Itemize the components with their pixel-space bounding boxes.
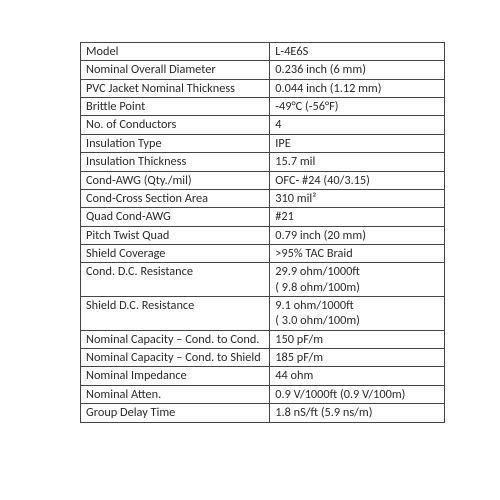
- spec-value: L-4E6S: [270, 43, 445, 61]
- spec-value: 310 mil²: [270, 189, 445, 207]
- spec-label: Brittle Point: [81, 98, 270, 116]
- table-row: Group Delay Time1.8 nS/ft (5.9 ns/m): [81, 404, 445, 422]
- spec-label: PVC Jacket Nominal Thickness: [81, 79, 270, 97]
- spec-label: No. of Conductors: [81, 116, 270, 134]
- spec-value: 44 ohm: [270, 367, 445, 385]
- spec-table-body: ModelL-4E6SNominal Overall Diameter0.236…: [81, 43, 445, 423]
- spec-label: Cond-AWG (Qty./mil): [81, 171, 270, 189]
- spec-value: 0.236 inch (6 mm): [270, 61, 445, 79]
- spec-label: Cond. D.C. Resistance: [81, 263, 270, 297]
- spec-value: 0.044 inch (1.12 mm): [270, 79, 445, 97]
- table-row: Nominal Overall Diameter0.236 inch (6 mm…: [81, 61, 445, 79]
- spec-label: Pitch Twist Quad: [81, 226, 270, 244]
- table-row: Cond. D.C. Resistance29.9 ohm/1000ft( 9.…: [81, 263, 445, 297]
- table-row: Nominal Impedance44 ohm: [81, 367, 445, 385]
- spec-value: 15.7 mil: [270, 153, 445, 171]
- table-row: No. of Conductors4: [81, 116, 445, 134]
- spec-value: IPE: [270, 134, 445, 152]
- spec-label: Quad Cond-AWG: [81, 208, 270, 226]
- spec-value: 0.79 inch (20 mm): [270, 226, 445, 244]
- spec-value: 0.9 V/1000ft (0.9 V/100m): [270, 385, 445, 403]
- table-row: Brittle Point-49°C (-56°F): [81, 98, 445, 116]
- table-row: Insulation TypeIPE: [81, 134, 445, 152]
- spec-label: Nominal Impedance: [81, 367, 270, 385]
- spec-label: Group Delay Time: [81, 404, 270, 422]
- spec-value: 9.1 ohm/1000ft( 3.0 ohm/100m): [270, 297, 445, 331]
- spec-value: #21: [270, 208, 445, 226]
- table-row: Cond-AWG (Qty./mil)OFC- #24 (40/3.15): [81, 171, 445, 189]
- table-row: Quad Cond-AWG#21: [81, 208, 445, 226]
- spec-label: Insulation Type: [81, 134, 270, 152]
- table-row: PVC Jacket Nominal Thickness0.044 inch (…: [81, 79, 445, 97]
- spec-label: Nominal Capacity – Cond. to Cond.: [81, 330, 270, 348]
- spec-label: Nominal Overall Diameter: [81, 61, 270, 79]
- spec-value: 185 pF/m: [270, 349, 445, 367]
- table-row: Insulation Thickness15.7 mil: [81, 153, 445, 171]
- spec-label: Shield D.C. Resistance: [81, 297, 270, 331]
- spec-value: 150 pF/m: [270, 330, 445, 348]
- spec-label: Shield Coverage: [81, 244, 270, 262]
- table-row: Shield Coverage>95% TAC Braid: [81, 244, 445, 262]
- spec-value: 29.9 ohm/1000ft( 9.8 ohm/100m): [270, 263, 445, 297]
- table-row: Nominal Capacity – Cond. to Shield185 pF…: [81, 349, 445, 367]
- spec-label: Nominal Capacity – Cond. to Shield: [81, 349, 270, 367]
- table-row: Nominal Capacity – Cond. to Cond.150 pF/…: [81, 330, 445, 348]
- table-row: Nominal Atten.0.9 V/1000ft (0.9 V/100m): [81, 385, 445, 403]
- spec-value: 1.8 nS/ft (5.9 ns/m): [270, 404, 445, 422]
- spec-value: 4: [270, 116, 445, 134]
- spec-label: Model: [81, 43, 270, 61]
- spec-value: OFC- #24 (40/3.15): [270, 171, 445, 189]
- table-row: ModelL-4E6S: [81, 43, 445, 61]
- spec-label: Insulation Thickness: [81, 153, 270, 171]
- spec-value: -49°C (-56°F): [270, 98, 445, 116]
- spec-label: Nominal Atten.: [81, 385, 270, 403]
- spec-table: ModelL-4E6SNominal Overall Diameter0.236…: [80, 42, 445, 423]
- table-row: Pitch Twist Quad0.79 inch (20 mm): [81, 226, 445, 244]
- spec-table-container: ModelL-4E6SNominal Overall Diameter0.236…: [0, 0, 500, 453]
- spec-label: Cond-Cross Section Area: [81, 189, 270, 207]
- table-row: Cond-Cross Section Area310 mil²: [81, 189, 445, 207]
- table-row: Shield D.C. Resistance9.1 ohm/1000ft( 3.…: [81, 297, 445, 331]
- spec-value: >95% TAC Braid: [270, 244, 445, 262]
